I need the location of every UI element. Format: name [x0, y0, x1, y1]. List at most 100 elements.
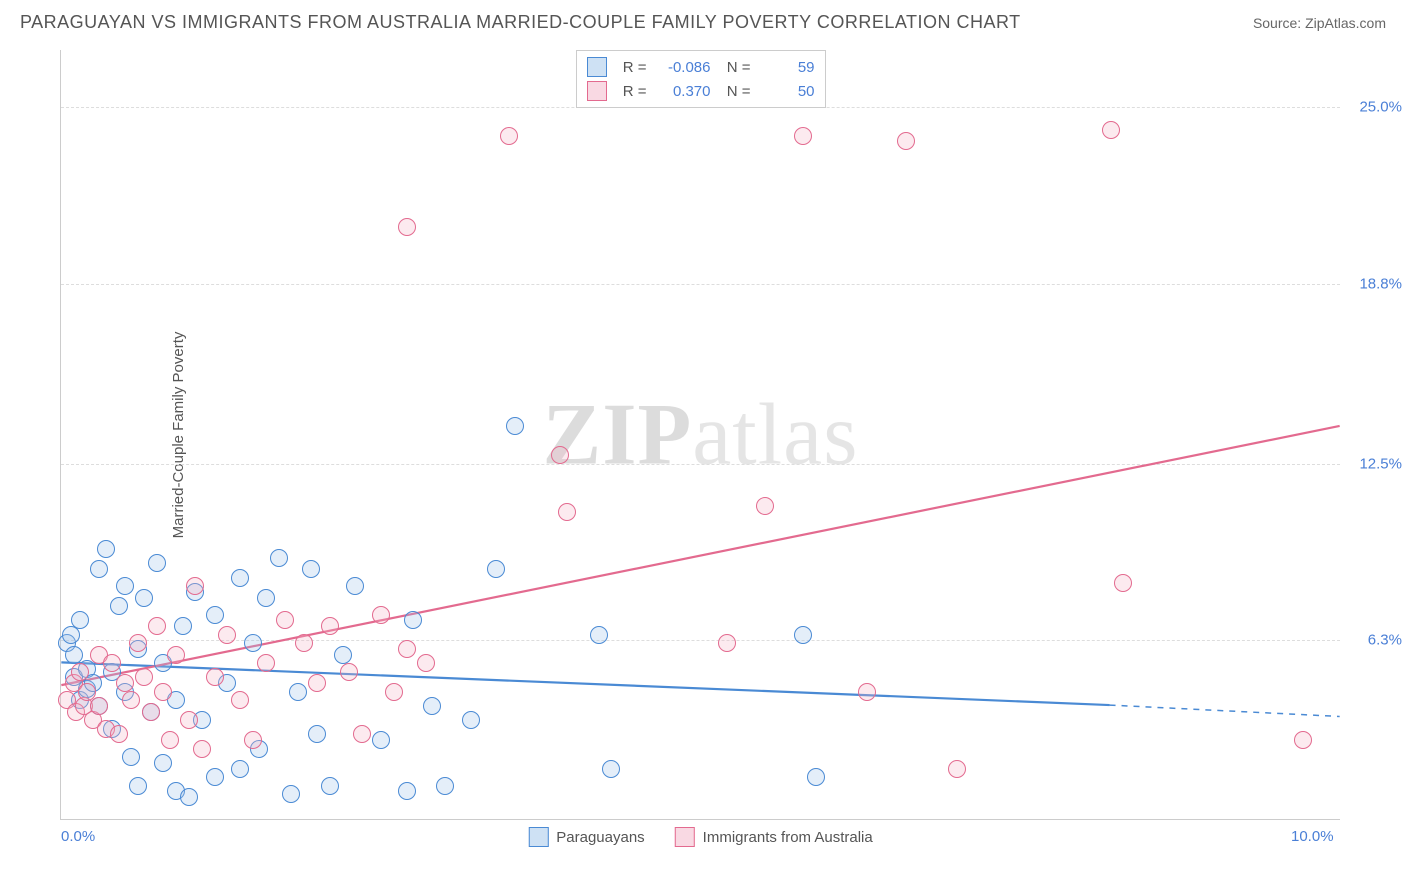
scatter-point: [206, 606, 224, 624]
gridline: [61, 284, 1340, 285]
scatter-point: [756, 497, 774, 515]
scatter-point: [321, 777, 339, 795]
scatter-point: [500, 127, 518, 145]
scatter-point: [206, 768, 224, 786]
y-axis-label: Married-Couple Family Poverty: [170, 331, 187, 538]
legend-label: Paraguayans: [556, 829, 644, 846]
scatter-point: [506, 417, 524, 435]
scatter-point: [110, 725, 128, 743]
scatter-point: [308, 725, 326, 743]
scatter-point: [135, 589, 153, 607]
legend-swatch: [587, 57, 607, 77]
scatter-point: [558, 503, 576, 521]
scatter-point: [487, 560, 505, 578]
scatter-point: [116, 674, 134, 692]
series-legend: Paraguayans Immigrants from Australia: [528, 827, 872, 847]
scatter-point: [372, 606, 390, 624]
scatter-point: [103, 654, 121, 672]
scatter-point: [276, 611, 294, 629]
scatter-point: [404, 611, 422, 629]
scatter-point: [346, 577, 364, 595]
scatter-point: [295, 634, 313, 652]
scatter-point: [270, 549, 288, 567]
scatter-point: [231, 760, 249, 778]
scatter-point: [257, 589, 275, 607]
y-tick-label: 18.8%: [1359, 275, 1402, 292]
scatter-point: [334, 646, 352, 664]
scatter-point: [90, 697, 108, 715]
y-tick-label: 12.5%: [1359, 455, 1402, 472]
legend-stat-row: R =0.370N =50: [587, 79, 815, 103]
scatter-point: [897, 132, 915, 150]
scatter-point: [602, 760, 620, 778]
scatter-point: [148, 617, 166, 635]
scatter-point: [417, 654, 435, 672]
scatter-point: [244, 731, 262, 749]
scatter-point: [423, 697, 441, 715]
legend-item: Immigrants from Australia: [675, 827, 873, 847]
scatter-point: [110, 597, 128, 615]
source-label: Source: ZipAtlas.com: [1253, 15, 1386, 31]
scatter-point: [244, 634, 262, 652]
scatter-point: [794, 626, 812, 644]
scatter-point: [167, 646, 185, 664]
stat-value-n: 59: [759, 59, 815, 76]
scatter-point: [282, 785, 300, 803]
legend-swatch: [587, 81, 607, 101]
x-tick-label: 0.0%: [61, 828, 95, 845]
scatter-point: [122, 748, 140, 766]
y-tick-label: 25.0%: [1359, 99, 1402, 116]
scatter-point: [807, 768, 825, 786]
scatter-point: [180, 711, 198, 729]
scatter-point: [71, 663, 89, 681]
scatter-point: [398, 782, 416, 800]
stat-label-r: R =: [615, 59, 647, 76]
scatter-point: [551, 446, 569, 464]
chart-plot-area: Married-Couple Family Poverty ZIPatlas 6…: [60, 50, 1340, 820]
scatter-point: [289, 683, 307, 701]
scatter-point: [186, 577, 204, 595]
scatter-point: [122, 691, 140, 709]
gridline: [61, 464, 1340, 465]
scatter-point: [858, 683, 876, 701]
scatter-point: [231, 691, 249, 709]
stat-value-r: 0.370: [655, 83, 711, 100]
scatter-point: [385, 683, 403, 701]
legend-stat-row: R = -0.086 N = 59: [587, 55, 815, 79]
scatter-point: [718, 634, 736, 652]
scatter-point: [398, 218, 416, 236]
scatter-point: [142, 703, 160, 721]
scatter-point: [257, 654, 275, 672]
scatter-point: [462, 711, 480, 729]
scatter-point: [302, 560, 320, 578]
scatter-point: [154, 754, 172, 772]
scatter-point: [135, 668, 153, 686]
scatter-point: [308, 674, 326, 692]
legend-swatch: [528, 827, 548, 847]
scatter-point: [154, 683, 172, 701]
scatter-point: [206, 668, 224, 686]
scatter-point: [948, 760, 966, 778]
scatter-point: [372, 731, 390, 749]
y-tick-label: 6.3%: [1368, 632, 1402, 649]
stat-label-n: N =: [719, 59, 751, 76]
legend-swatch: [675, 827, 695, 847]
legend-item: Paraguayans: [528, 827, 644, 847]
chart-title: PARAGUAYAN VS IMMIGRANTS FROM AUSTRALIA …: [20, 12, 1021, 33]
scatter-point: [1294, 731, 1312, 749]
scatter-point: [71, 611, 89, 629]
scatter-point: [193, 740, 211, 758]
scatter-point: [161, 731, 179, 749]
stat-label-n: N =: [719, 83, 751, 100]
scatter-point: [1114, 574, 1132, 592]
scatter-point: [794, 127, 812, 145]
scatter-point: [1102, 121, 1120, 139]
scatter-point: [321, 617, 339, 635]
scatter-point: [398, 640, 416, 658]
watermark: ZIPatlas: [543, 384, 859, 485]
scatter-point: [90, 560, 108, 578]
scatter-point: [129, 777, 147, 795]
stat-value-r: -0.086: [655, 59, 711, 76]
scatter-point: [97, 540, 115, 558]
trend-lines: [61, 50, 1340, 819]
